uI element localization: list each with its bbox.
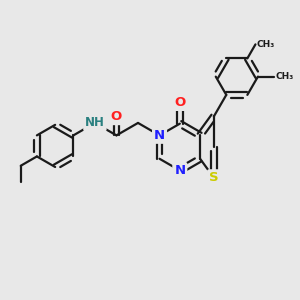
Text: CH₃: CH₃	[257, 40, 275, 49]
Text: S: S	[209, 171, 219, 184]
Text: O: O	[174, 96, 185, 109]
Text: O: O	[111, 110, 122, 123]
Text: N: N	[174, 164, 185, 177]
Text: N: N	[154, 129, 165, 142]
Text: NH: NH	[85, 116, 105, 129]
Text: CH₃: CH₃	[275, 72, 294, 81]
